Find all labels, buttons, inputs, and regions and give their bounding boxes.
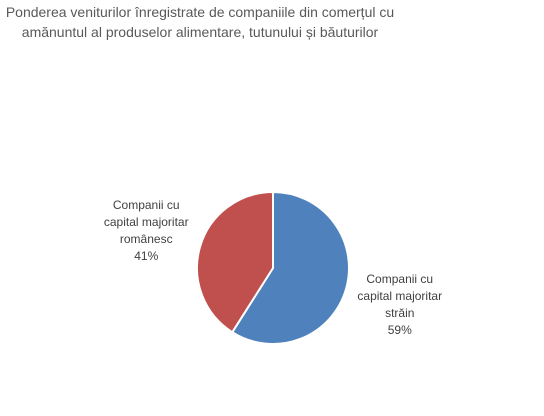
chart-title: Ponderea veniturilor înregistrate de com… [5,4,395,40]
data-label: Companii cu capital majoritar străin 59% [348,271,452,339]
pie-slice [230,190,350,345]
data-label: Companii cu capital majoritar românesc 41… [94,197,198,265]
slice-name: Companii cu capital majoritar românesc [103,198,189,247]
slice-value: 59% [387,322,412,337]
slice-value: 41% [134,249,159,264]
slice-name: Companii cu capital majoritar străin [357,271,443,320]
pie-slice [196,190,274,334]
